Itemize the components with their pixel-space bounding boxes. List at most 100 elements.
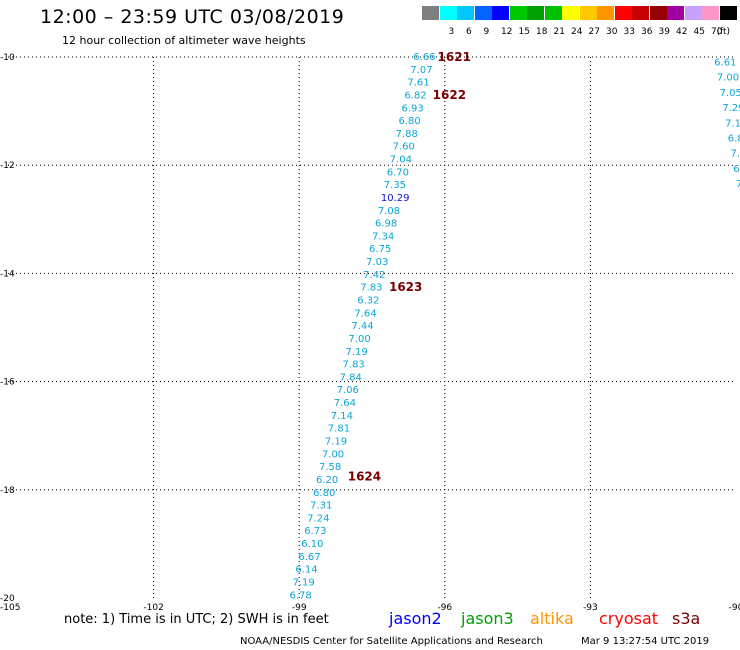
scale-label: 3: [448, 27, 455, 37]
wave-height-value: 7.19: [292, 577, 314, 588]
scale-label: 70: [711, 27, 723, 37]
wave-height-value: 7.00: [717, 73, 739, 84]
legend-cryosat: cryosat: [599, 609, 659, 628]
wave-height-value: 7.42: [363, 270, 385, 281]
wave-height-value: 7.83: [360, 283, 382, 294]
scale-swatch: [422, 6, 439, 20]
wave-height-value: 6.10: [301, 539, 323, 550]
lon-label: -105: [0, 603, 20, 613]
wave-height-value: 6.20: [316, 475, 338, 486]
wave-height-value: 7.29: [722, 103, 740, 114]
map-subtitle: 12 hour collection of altimeter wave hei…: [62, 34, 306, 47]
scale-swatch: [632, 6, 649, 20]
scale-swatch: [439, 6, 457, 20]
wave-height-value: 7: [736, 179, 740, 190]
lon-label: -93: [583, 603, 598, 613]
lat-label: -12: [0, 161, 15, 171]
scale-label: 30: [606, 27, 618, 37]
legend-jason3: jason3: [461, 609, 514, 628]
pass-number: 1621: [438, 50, 471, 64]
wave-height-value: 7.64: [354, 308, 376, 319]
lon-label: -102: [143, 603, 163, 613]
lat-label: -18: [0, 486, 15, 496]
wave-height-value: 7.1: [725, 118, 740, 129]
scale-label: 42: [676, 27, 688, 37]
wave-height-value: 7.03: [366, 257, 388, 268]
wave-height-value: 6.93: [401, 103, 423, 114]
wave-height-value: 6.67: [298, 552, 320, 563]
scale-label: 12: [501, 27, 513, 37]
wave-height-value: 7.00: [348, 334, 370, 345]
lon-label: -96: [437, 603, 452, 613]
units-note: note: 1) Time is in UTC; 2) SWH is in fe…: [64, 612, 329, 627]
wave-height-value: 7.07: [410, 65, 432, 76]
scale-label: 6: [466, 27, 472, 37]
scale-swatch: [579, 6, 597, 20]
scale-label: 36: [641, 27, 653, 37]
wave-height-value: 7.05: [720, 88, 740, 99]
wave-height-value: 6.78: [289, 590, 311, 601]
scale-swatch: [684, 6, 702, 20]
wave-height-value: 6.61: [714, 57, 736, 68]
scale-swatch: [492, 6, 509, 20]
wave-height-value: 10.29: [381, 193, 410, 204]
scale-swatch: [562, 6, 579, 20]
scale-label: 33: [623, 27, 635, 37]
scale-label: 15: [518, 27, 530, 37]
lat-label: -20: [0, 594, 15, 604]
lat-label: -14: [0, 269, 15, 279]
wave-height-value: 7.19: [325, 436, 347, 447]
wave-height-value: 7.81: [328, 424, 350, 435]
scale-swatch: [702, 6, 719, 20]
scale-swatch: [667, 6, 684, 20]
wave-height-value: 6.14: [295, 565, 317, 576]
wave-height-value: 7.24: [307, 513, 329, 524]
map-title: 12:00 – 23:59 UTC 03/08/2019: [40, 6, 345, 28]
lon-label: -99: [292, 603, 307, 613]
scale-swatch: [597, 6, 614, 20]
scale-label: 9: [483, 27, 490, 37]
pass-number: 1622: [433, 88, 466, 102]
scale-label: 18: [536, 27, 548, 37]
wave-height-value: 6.: [733, 164, 740, 175]
scale-swatch: [649, 6, 667, 20]
wave-height-value: 7.58: [319, 462, 341, 473]
wave-height-value: 7.06: [337, 385, 359, 396]
wave-height-value: 7.: [731, 149, 740, 160]
lat-label: -16: [0, 378, 15, 388]
legend-altika: altika: [530, 609, 574, 628]
wave-height-value: 7.35: [384, 180, 406, 191]
scale-label: 27: [588, 27, 600, 37]
credit-line: NOAA/NESDIS Center for Satellite Applica…: [240, 636, 543, 647]
scale-swatch: [614, 6, 632, 20]
wave-height-value: 6.32: [357, 296, 379, 307]
scale-swatch: [527, 6, 544, 20]
scale-swatch: [457, 6, 474, 20]
scale-swatch: [474, 6, 492, 20]
scale-swatch: [544, 6, 562, 20]
lat-label: -10: [0, 53, 15, 63]
scale-label: 45: [693, 27, 705, 37]
scale-unit: (ft): [716, 27, 731, 37]
wave-height-value: 6.8: [728, 133, 740, 144]
wave-height-value: 7.31: [310, 501, 332, 512]
wave-height-value: 6.66: [413, 52, 435, 63]
wave-height-value: 7.00: [322, 449, 344, 460]
lon-label: -90: [729, 603, 740, 613]
wave-height-value: 7.44: [351, 321, 373, 332]
wave-height-value: 7.64: [334, 398, 356, 409]
legend-jason2: jason2: [389, 609, 442, 628]
wave-height-value: 7.83: [343, 360, 365, 371]
wave-height-value: 6.75: [369, 244, 391, 255]
generation-timestamp: Mar 9 13:27:54 UTC 2019: [581, 636, 710, 647]
wave-height-value: 7.14: [331, 411, 353, 422]
wave-height-value: 7.88: [396, 129, 418, 140]
pass-number: 1623: [389, 280, 422, 294]
scale-label: 24: [571, 27, 583, 37]
wave-height-value: 6.80: [399, 116, 421, 127]
wave-height-value: 7.84: [340, 372, 362, 383]
wave-height-value: 7.08: [378, 206, 400, 217]
pass-number: 1624: [348, 469, 381, 483]
wave-height-value: 7.04: [390, 155, 412, 166]
